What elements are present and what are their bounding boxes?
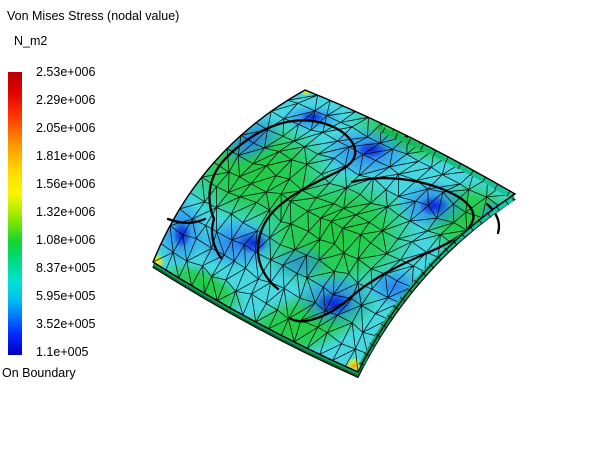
legend-value: 1.81e+006 [36,149,96,163]
legend-value: 1.56e+006 [36,177,96,191]
legend-value: 2.53e+006 [36,65,96,79]
plate-outline [152,89,517,373]
stress-color-field [153,90,515,372]
stress-colorbar[interactable] [8,72,22,355]
page-title: Von Mises Stress (nodal value) [7,9,180,23]
unit-label: N_m2 [14,34,48,48]
legend-value: 2.29e+006 [36,93,96,107]
stress-contours [166,119,501,323]
legend-value: 8.37e+005 [36,261,96,275]
legend-value: 5.95e+005 [36,289,96,303]
boundary-label: On Boundary [2,366,76,380]
legend-value: 1.1e+005 [36,345,89,359]
legend-value: 1.32e+006 [36,205,96,219]
legend-value: 1.08e+006 [36,233,96,247]
legend-values: 2.53e+006 2.29e+006 2.05e+006 1.81e+006 1.56… [36,0,126,450]
legend-value: 2.05e+006 [36,121,96,135]
legend-value: 3.52e+005 [36,317,96,331]
